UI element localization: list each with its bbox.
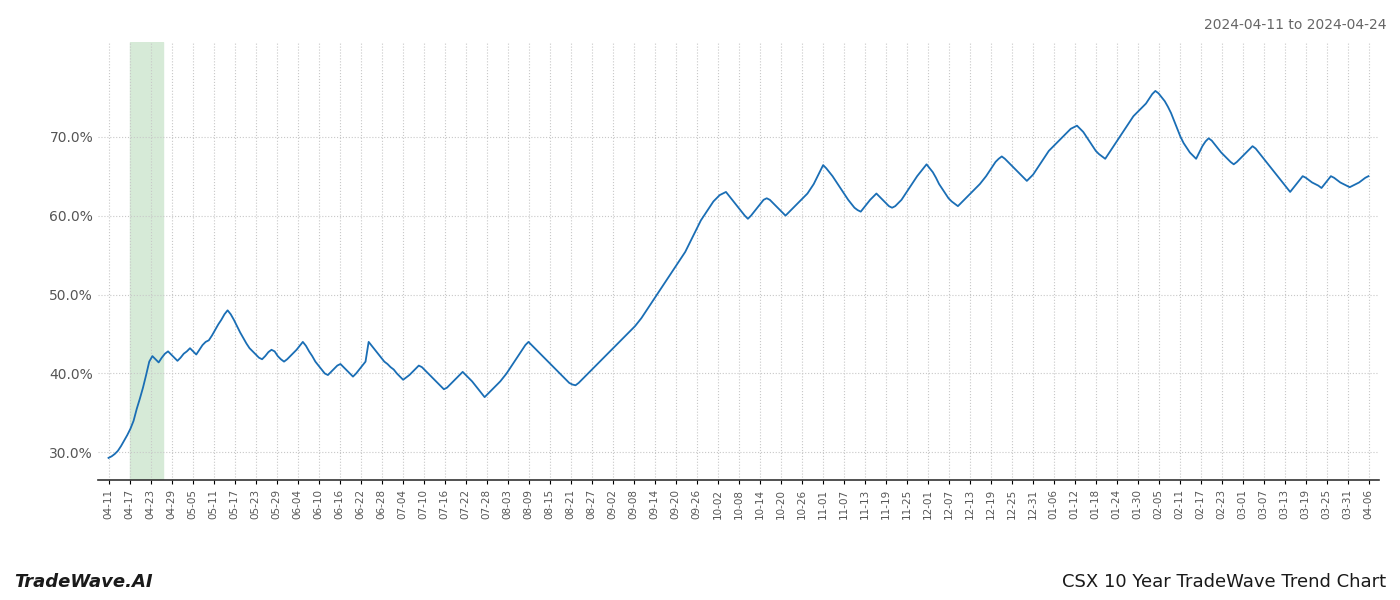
Text: CSX 10 Year TradeWave Trend Chart: CSX 10 Year TradeWave Trend Chart	[1061, 573, 1386, 591]
Bar	[130, 42, 164, 480]
Text: TradeWave.AI: TradeWave.AI	[14, 573, 153, 591]
Text: 2024-04-11 to 2024-04-24: 2024-04-11 to 2024-04-24	[1204, 18, 1386, 32]
